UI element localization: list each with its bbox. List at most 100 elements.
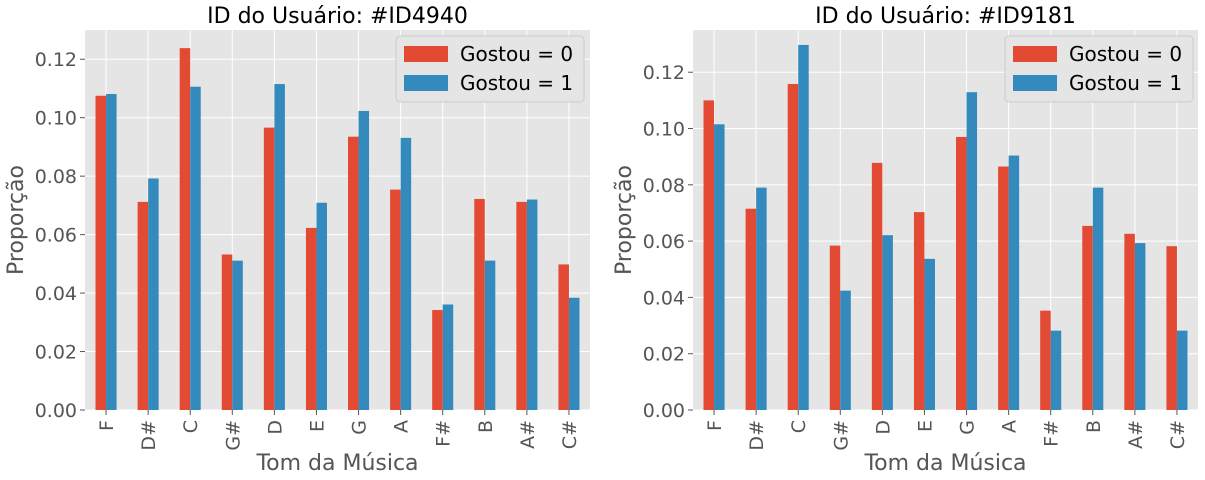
bar-gostou-1-f	[714, 124, 725, 410]
legend-label: Gostou = 1	[1069, 71, 1182, 95]
legend-swatch	[1013, 46, 1057, 62]
bar-gostou-0-g	[348, 136, 359, 410]
bar-gostou-0-a	[390, 189, 401, 410]
bar-gostou-0-a	[998, 166, 1009, 410]
bar-gostou-1-a	[1008, 155, 1020, 410]
y-tick-label: 0.10	[35, 108, 77, 130]
legend-label: Gostou = 1	[460, 71, 573, 95]
bar-gostou-0-c	[179, 48, 191, 410]
x-axis-label: Tom da Música	[863, 451, 1026, 476]
x-tick-label: D#	[746, 420, 768, 451]
bar-gostou-1-e	[316, 202, 327, 410]
bar-gostou-0-asharp	[1124, 233, 1135, 410]
x-tick-label: A#	[517, 420, 539, 449]
bar-gostou-1-asharp	[1134, 243, 1146, 410]
bar-gostou-0-d	[871, 162, 883, 410]
x-tick-label: F#	[433, 420, 455, 447]
chart-2: 0.00 0.02 0.04 0.06 0.08 0.10 0.12 F D# C G# D E G A F#…	[612, 4, 1198, 476]
bar-gostou-0-gsharp	[829, 245, 841, 410]
y-tick-label: 0.12	[35, 49, 77, 71]
x-tick-label: C#	[1167, 420, 1189, 449]
bar-gostou-1-g	[358, 110, 370, 410]
x-tick-label: C#	[559, 420, 581, 449]
bar-gostou-0-fsharp	[1040, 310, 1051, 410]
x-tick-label: E	[306, 420, 328, 432]
bar-gostou-1-csharp	[1176, 330, 1188, 410]
x-tick-label: E	[914, 420, 936, 432]
bar-gostou-1-d	[882, 235, 893, 410]
bar-gostou-0-f	[95, 95, 107, 411]
bar-gostou-0-dsharp	[745, 208, 757, 410]
legend-swatch	[1013, 75, 1057, 91]
bar-gostou-1-b	[1092, 187, 1104, 410]
y-tick-label: 0.06	[35, 225, 77, 247]
x-tick-label: A	[391, 420, 413, 433]
legend: Gostou = 0 Gostou = 1	[395, 35, 585, 103]
y-tick-label: 0.02	[643, 344, 685, 366]
bar-gostou-0-csharp	[1166, 246, 1177, 410]
y-tick-label: 0.08	[643, 175, 685, 197]
chart-title: ID do Usuário: #ID9181	[815, 4, 1076, 29]
x-tick-label: B	[475, 420, 497, 433]
x-tick-label: F	[704, 420, 726, 431]
bar-gostou-0-gsharp	[221, 254, 233, 410]
y-tick-label: 0.12	[643, 62, 685, 84]
bar-gostou-1-d	[274, 84, 285, 411]
bar-gostou-1-gsharp	[840, 290, 851, 410]
x-tick-label: D	[872, 420, 894, 435]
x-tick-label: C	[788, 420, 810, 433]
bar-gostou-1-gsharp	[232, 260, 243, 410]
bar-gostou-1-fsharp	[1050, 330, 1062, 410]
x-tick-label: G	[957, 420, 979, 435]
chart-title: ID do Usuário: #ID4940	[207, 4, 468, 29]
x-tick-label: C	[180, 420, 202, 433]
bar-gostou-0-dsharp	[137, 201, 149, 410]
y-tick-label: 0.10	[643, 119, 685, 141]
x-tick-label: F	[96, 420, 118, 431]
legend-label: Gostou = 0	[1069, 42, 1182, 66]
bar-gostou-1-csharp	[568, 297, 580, 410]
bar-gostou-1-asharp	[526, 199, 538, 410]
bar-gostou-0-b	[474, 198, 485, 410]
bar-gostou-0-asharp	[516, 201, 527, 410]
bar-gostou-0-fsharp	[432, 310, 443, 410]
legend-label: Gostou = 0	[460, 42, 573, 66]
x-tick-label: D#	[138, 420, 160, 451]
y-tick-label: 0.08	[35, 166, 77, 188]
bar-gostou-0-c	[787, 84, 799, 411]
legend-swatch	[404, 46, 448, 62]
legend-swatch	[404, 75, 448, 91]
bar-gostou-0-f	[703, 100, 715, 411]
x-tick-label: B	[1083, 420, 1105, 433]
bar-gostou-1-f	[106, 94, 117, 410]
bar-gostou-0-g	[956, 136, 967, 411]
bar-gostou-1-c	[190, 86, 201, 410]
bar-gostou-1-fsharp	[442, 304, 454, 410]
y-axis-label: Proporção	[4, 165, 29, 275]
bar-gostou-1-c	[798, 44, 809, 410]
x-tick-label: A	[999, 420, 1021, 433]
bar-gostou-0-b	[1082, 225, 1093, 410]
x-tick-label: G#	[830, 420, 852, 451]
bar-gostou-0-csharp	[558, 264, 569, 410]
y-tick-label: 0.04	[35, 283, 77, 305]
y-tick-label: 0.00	[643, 400, 685, 422]
bar-gostou-0-d	[263, 127, 275, 410]
x-tick-label: F#	[1041, 420, 1063, 447]
x-tick-label: G#	[222, 420, 244, 451]
y-tick-label: 0.02	[35, 342, 77, 364]
bar-gostou-0-e	[305, 227, 317, 410]
y-tick-label: 0.04	[643, 287, 685, 309]
bar-gostou-1-b	[484, 260, 496, 410]
bar-gostou-1-g	[966, 92, 978, 411]
y-tick-label: 0.00	[35, 400, 77, 422]
chart-1: 0.00 0.02 0.04 0.06 0.08 0.10 0.12 F D# C G# D E G A F#…	[4, 4, 590, 476]
bar-gostou-1-dsharp	[756, 187, 767, 410]
y-axis-label: Proporção	[612, 165, 637, 275]
x-axis-label: Tom da Música	[255, 451, 418, 476]
x-tick-label: D	[264, 420, 286, 435]
bar-gostou-1-a	[400, 137, 412, 410]
bar-gostou-1-e	[924, 258, 935, 410]
x-tick-label: G	[349, 420, 371, 435]
